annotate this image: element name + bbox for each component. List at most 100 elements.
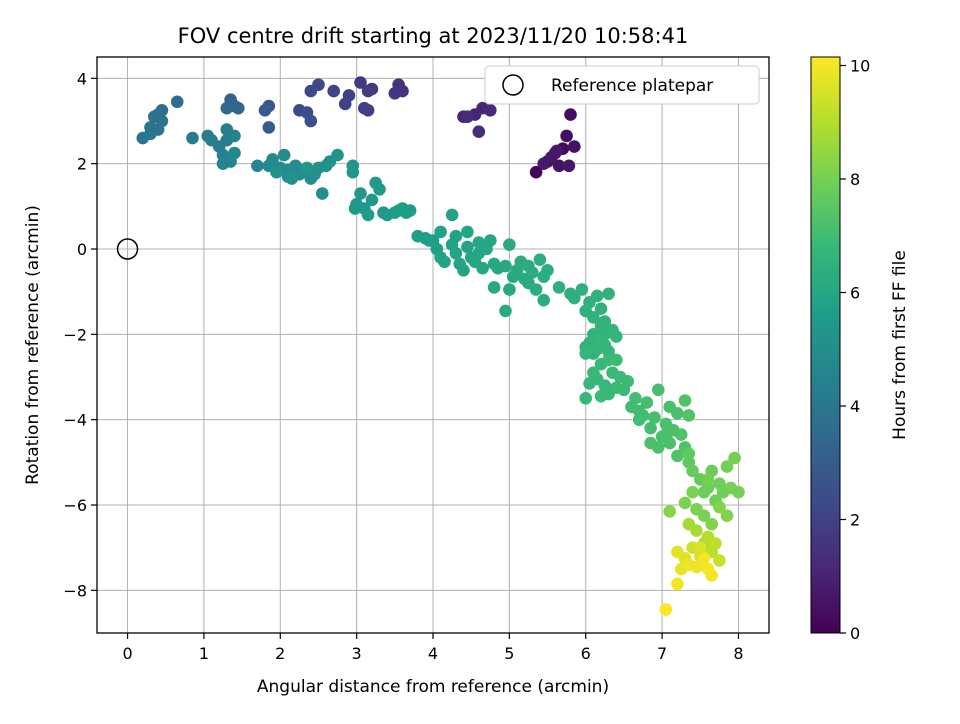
data-point — [564, 108, 577, 121]
data-point — [701, 562, 715, 576]
data-point — [277, 148, 291, 162]
data-point — [583, 377, 596, 390]
data-point — [602, 353, 615, 367]
data-point — [453, 257, 467, 271]
data-point — [686, 464, 699, 478]
data-point — [594, 389, 608, 403]
data-point — [484, 104, 497, 117]
data-point — [644, 421, 657, 435]
data-point — [186, 131, 199, 145]
data-point — [552, 281, 566, 294]
data-point — [403, 204, 417, 217]
data-point — [694, 541, 707, 554]
data-point — [602, 287, 615, 301]
data-point — [484, 234, 497, 247]
colorbar-tick-label: 6 — [850, 284, 860, 303]
data-point — [461, 225, 474, 239]
data-point — [652, 441, 665, 454]
data-point — [632, 404, 646, 418]
data-point — [304, 84, 318, 98]
data-point — [541, 264, 554, 277]
colorbar: 0 2 4 6 8 10 Hours from first FF file — [810, 56, 910, 643]
data-point — [170, 95, 184, 109]
data-point — [316, 187, 329, 200]
data-point — [216, 157, 230, 170]
data-point — [300, 161, 314, 175]
data-point — [682, 409, 696, 422]
data-point — [560, 129, 573, 143]
data-point — [697, 509, 711, 522]
data-point — [671, 449, 684, 463]
data-point — [461, 240, 474, 254]
data-point — [262, 121, 276, 134]
data-point — [144, 127, 157, 141]
x-tick-label: 3 — [352, 644, 362, 663]
data-point — [220, 101, 234, 115]
data-point — [663, 505, 676, 518]
reference-marker — [116, 238, 139, 260]
data-point — [499, 304, 512, 318]
data-point — [438, 255, 451, 269]
data-point — [270, 165, 283, 179]
data-point — [228, 129, 241, 143]
data-point — [686, 485, 699, 499]
data-point — [487, 281, 501, 294]
data-point — [690, 524, 703, 537]
colorbar-tick-label: 10 — [850, 57, 870, 76]
y-tick-label: 4 — [77, 69, 87, 88]
data-point — [671, 577, 684, 591]
data-point — [342, 89, 356, 102]
data-point — [304, 114, 318, 128]
x-tick-label: 2 — [275, 644, 285, 663]
y-tick-label: −2 — [63, 325, 87, 344]
data-point — [434, 225, 447, 239]
colorbar-gradient — [810, 56, 841, 634]
data-point — [728, 451, 741, 465]
data-point — [671, 545, 684, 559]
data-point — [529, 165, 543, 179]
data-point — [720, 460, 734, 473]
data-point — [652, 383, 665, 397]
data-point — [354, 76, 367, 89]
colorbar-tick-label: 8 — [850, 170, 860, 189]
data-point — [579, 347, 592, 360]
data-point — [461, 110, 474, 123]
data-point — [568, 291, 581, 305]
grid-lines — [97, 57, 769, 633]
data-point — [499, 259, 512, 273]
data-point — [476, 261, 489, 275]
colorbar-tick-label: 4 — [850, 397, 860, 416]
data-point — [701, 473, 715, 486]
data-point — [388, 87, 402, 100]
data-point — [361, 84, 375, 98]
colorbar-label: Hours from first FF file — [890, 250, 910, 440]
x-tick-label: 6 — [581, 644, 591, 663]
x-tick-label: 8 — [733, 644, 743, 663]
data-point — [503, 238, 516, 251]
data-point — [732, 485, 745, 499]
data-point — [663, 400, 676, 414]
chart-title: FOV centre drift starting at 2023/11/20 … — [178, 24, 689, 48]
legend-box — [484, 65, 760, 105]
data-point — [697, 552, 711, 565]
colorbar-ticks: 0 2 4 6 8 10 — [840, 57, 870, 643]
data-point — [533, 253, 547, 266]
reference-layer — [116, 238, 139, 260]
data-point — [526, 266, 539, 279]
data-point — [594, 319, 608, 333]
data-point — [621, 375, 634, 388]
data-point — [346, 165, 360, 179]
legend-marker — [502, 74, 524, 96]
data-point — [690, 560, 703, 574]
data-point — [720, 509, 734, 522]
data-point — [550, 144, 563, 158]
data-point — [327, 84, 341, 98]
data-points — [136, 76, 745, 616]
data-point — [365, 193, 379, 207]
x-ticks: 0 1 2 3 4 5 6 7 8 — [122, 633, 744, 663]
data-point — [579, 392, 592, 405]
y-tick-label: −6 — [63, 496, 87, 515]
y-tick-label: −4 — [63, 411, 87, 430]
data-point — [472, 125, 486, 138]
